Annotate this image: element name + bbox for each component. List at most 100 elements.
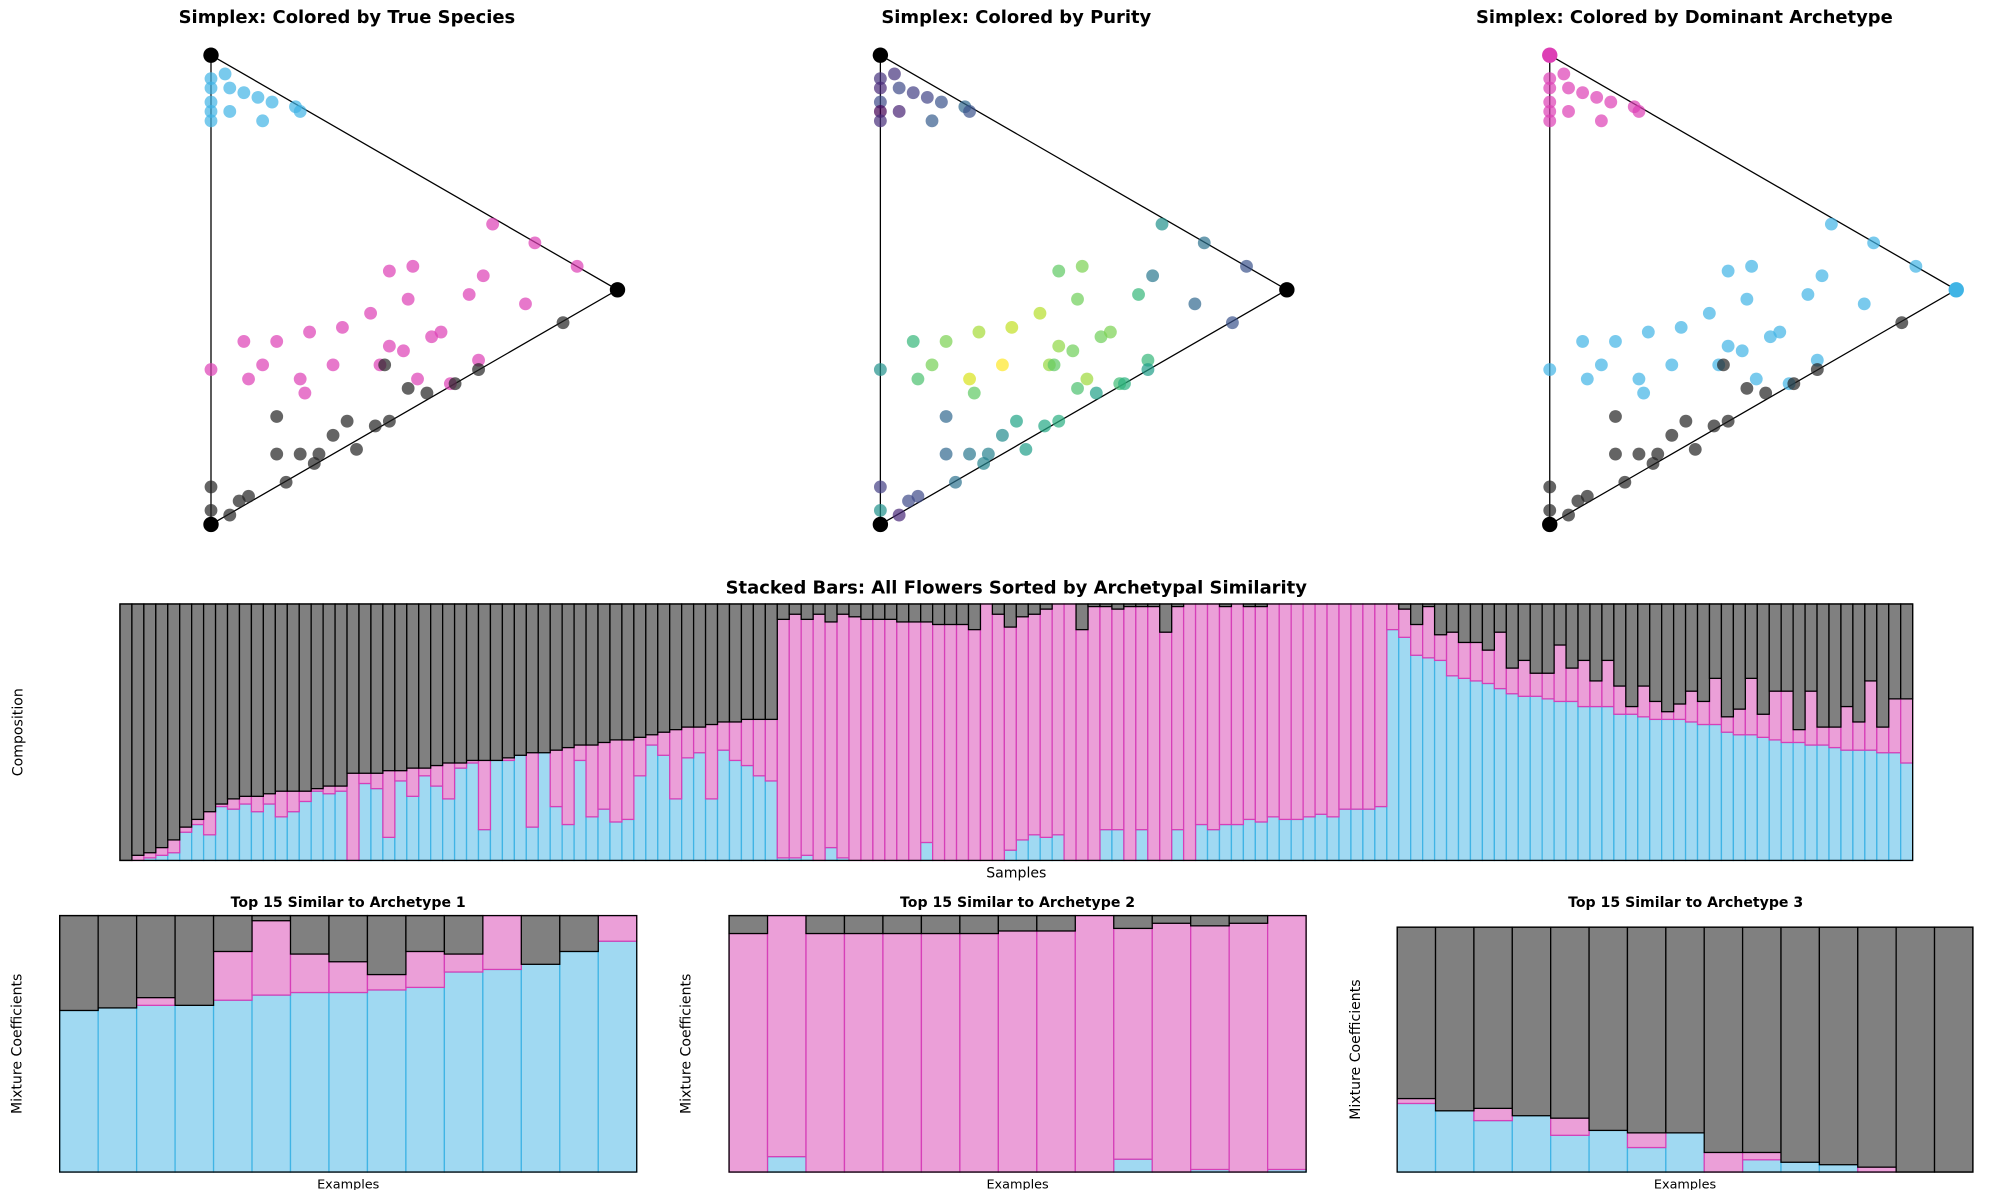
bar-segment — [1434, 926, 1475, 1112]
point — [1787, 377, 1801, 391]
bar-segment — [406, 603, 420, 769]
bar-segment — [1039, 608, 1053, 839]
bar-segment — [453, 767, 468, 862]
point — [1651, 447, 1665, 461]
bar-segment — [752, 718, 766, 777]
bar-segment — [1374, 805, 1388, 862]
bar-segment — [959, 932, 999, 1173]
bar-segment — [477, 603, 492, 762]
bar-segment — [573, 759, 587, 862]
bar-segment — [979, 603, 994, 862]
point — [1103, 325, 1117, 339]
bar-segment — [97, 1007, 138, 1173]
bar-segment — [525, 603, 539, 754]
bar-segment — [143, 852, 157, 859]
simplex-edge — [879, 54, 1289, 526]
bar-segment — [226, 603, 241, 800]
archetype-vertex — [609, 282, 626, 298]
point — [1576, 86, 1590, 100]
bar-segment — [251, 920, 292, 996]
point — [888, 67, 901, 81]
bar-segment — [482, 914, 522, 971]
point — [486, 217, 500, 231]
bar-segment — [1457, 677, 1472, 862]
bar-segment — [1469, 680, 1484, 862]
bar-segment — [1780, 1161, 1821, 1173]
bar-segment — [1099, 829, 1113, 862]
bar-segment — [155, 846, 169, 856]
bar-segment — [1696, 700, 1711, 726]
simplex-edge — [1549, 54, 1958, 526]
bar-segment — [669, 603, 683, 731]
plot-frame — [1396, 926, 1974, 1173]
point — [1867, 236, 1881, 250]
bar-segment — [943, 623, 958, 862]
bar-segment — [453, 762, 468, 769]
bar-segment — [262, 603, 276, 795]
point — [892, 81, 906, 95]
bar-segment — [959, 914, 999, 935]
bar-segment — [1703, 1151, 1744, 1173]
point — [270, 335, 284, 348]
point — [406, 259, 420, 273]
bar-segment — [1433, 603, 1448, 636]
bar-segment — [1589, 603, 1603, 682]
bar-segment — [561, 823, 575, 862]
bar-segment — [382, 770, 396, 839]
bar-segment — [366, 989, 407, 1173]
bar-segment — [776, 603, 790, 621]
bar-segment — [1290, 603, 1304, 821]
bar-segment — [174, 914, 215, 1006]
point — [1632, 372, 1646, 386]
point — [873, 114, 887, 128]
bar-segment — [465, 603, 480, 762]
bar-segment — [1147, 605, 1161, 862]
bar-segment — [513, 754, 527, 862]
point — [251, 90, 265, 104]
point — [204, 72, 218, 86]
bar-segment — [882, 914, 923, 935]
bar-segment — [1278, 818, 1292, 862]
bar-segment — [537, 603, 551, 754]
point — [996, 358, 1009, 372]
point — [1740, 292, 1754, 306]
bar-segment — [1876, 752, 1890, 862]
point — [1052, 414, 1066, 428]
point — [1155, 217, 1169, 231]
bar-segment — [1565, 603, 1579, 669]
bar-segment — [334, 603, 348, 787]
bar-segment — [1601, 659, 1615, 708]
bar-segment — [286, 811, 300, 862]
bar-segment — [289, 991, 330, 1173]
bar-segment — [1703, 926, 1744, 1154]
bar-segment — [1206, 603, 1221, 831]
bar-segment — [1732, 708, 1746, 736]
point — [223, 81, 237, 95]
bar-segment — [501, 603, 515, 759]
bar-segment — [1732, 734, 1746, 862]
bar-segment — [908, 621, 922, 862]
point — [972, 325, 986, 339]
chart-title: Simplex: Colored by True Species — [179, 7, 516, 28]
bar-segment — [1665, 1132, 1705, 1173]
bar-segment — [1756, 736, 1770, 862]
bar-segment — [405, 950, 446, 989]
point — [939, 335, 953, 348]
bar-segment — [1433, 659, 1448, 862]
point — [570, 259, 584, 273]
bar-segment — [135, 914, 176, 999]
bar-segment — [286, 603, 300, 792]
bar-segment — [920, 932, 961, 1173]
bar-segment — [1804, 690, 1818, 746]
bar-segment — [274, 816, 288, 862]
bar-segment — [1577, 603, 1591, 662]
bar-segment — [1398, 636, 1412, 862]
point — [939, 447, 953, 461]
bar-segment — [1601, 705, 1615, 862]
bar-segment — [896, 603, 910, 623]
archetype-vertex — [203, 47, 219, 63]
point — [892, 105, 906, 118]
point — [401, 381, 415, 395]
bar-segment — [1900, 698, 1914, 764]
bar-segment — [202, 603, 217, 813]
